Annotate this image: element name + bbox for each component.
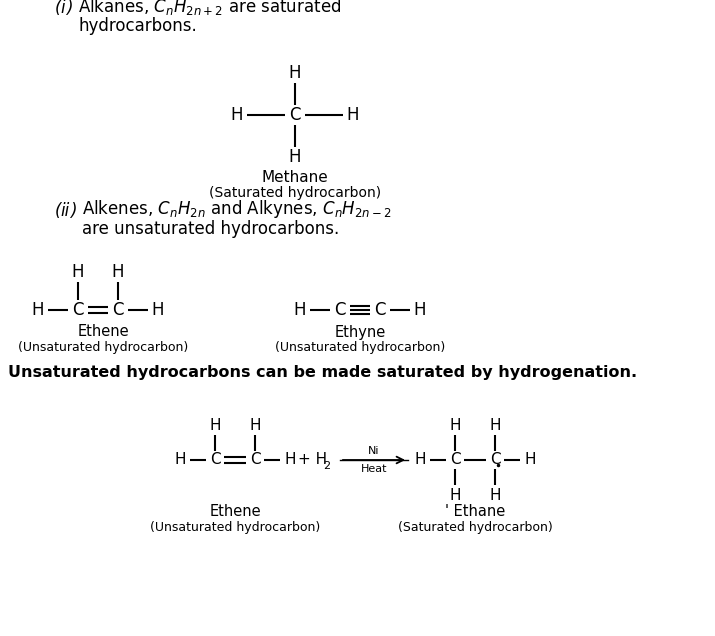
Text: Ethyne: Ethyne [335, 324, 385, 340]
Text: H: H [489, 488, 500, 502]
Text: H: H [72, 263, 84, 281]
Text: (Saturated hydrocarbon): (Saturated hydrocarbon) [209, 186, 381, 200]
Text: C: C [374, 301, 386, 319]
Text: H: H [112, 263, 124, 281]
Text: H: H [250, 417, 261, 432]
Text: H: H [231, 106, 243, 124]
Text: Ni: Ni [368, 446, 380, 456]
Text: are unsaturated hydrocarbons.: are unsaturated hydrocarbons. [82, 220, 339, 238]
Text: (: ( [55, 0, 61, 17]
Text: ): ) [66, 0, 72, 17]
Text: (Unsaturated hydrocarbon): (Unsaturated hydrocarbon) [18, 340, 188, 354]
Text: H: H [449, 488, 460, 502]
Text: C: C [490, 452, 500, 467]
Text: Ethene: Ethene [209, 504, 261, 520]
Text: (: ( [55, 202, 61, 220]
Text: C: C [209, 452, 220, 467]
Text: ' Ethane: ' Ethane [445, 504, 505, 520]
Text: C: C [334, 301, 346, 319]
Text: H: H [289, 64, 301, 82]
Text: Alkenes, $C_nH_{2n}$ and Alkynes, $C_nH_{2n-2}$: Alkenes, $C_nH_{2n}$ and Alkynes, $C_nH_… [82, 198, 392, 220]
Text: i: i [60, 0, 64, 17]
Text: H: H [414, 301, 426, 319]
Text: ): ) [70, 202, 77, 220]
Text: H: H [347, 106, 359, 124]
Text: Unsaturated hydrocarbons can be made saturated by hydrogenation.: Unsaturated hydrocarbons can be made sat… [8, 365, 637, 380]
Text: H: H [31, 301, 44, 319]
Text: hydrocarbons.: hydrocarbons. [78, 17, 197, 35]
Text: H: H [449, 417, 460, 432]
Text: (Saturated hydrocarbon): (Saturated hydrocarbon) [398, 520, 553, 534]
Text: H: H [489, 417, 500, 432]
Text: C: C [250, 452, 260, 467]
Text: C: C [72, 301, 84, 319]
Text: H: H [152, 301, 164, 319]
Text: H: H [289, 148, 301, 166]
Text: Ethene: Ethene [77, 324, 129, 340]
Text: C: C [112, 301, 124, 319]
Text: + H: + H [298, 452, 327, 467]
Text: H: H [294, 301, 306, 319]
Text: H: H [414, 452, 425, 467]
Text: C: C [290, 106, 301, 124]
Text: C: C [450, 452, 460, 467]
Text: H: H [285, 452, 296, 467]
Text: Alkanes, $C_nH_{2n+2}$ are saturated: Alkanes, $C_nH_{2n+2}$ are saturated [78, 0, 341, 17]
Text: H: H [524, 452, 536, 467]
Text: H: H [174, 452, 186, 467]
Text: ii: ii [60, 202, 69, 220]
Text: Methane: Methane [262, 170, 328, 184]
Text: (Unsaturated hydrocarbon): (Unsaturated hydrocarbon) [275, 340, 445, 354]
Text: Heat: Heat [361, 464, 388, 474]
Text: H: H [209, 417, 221, 432]
Text: 2: 2 [323, 461, 330, 471]
Text: (Unsaturated hydrocarbon): (Unsaturated hydrocarbon) [150, 520, 320, 534]
